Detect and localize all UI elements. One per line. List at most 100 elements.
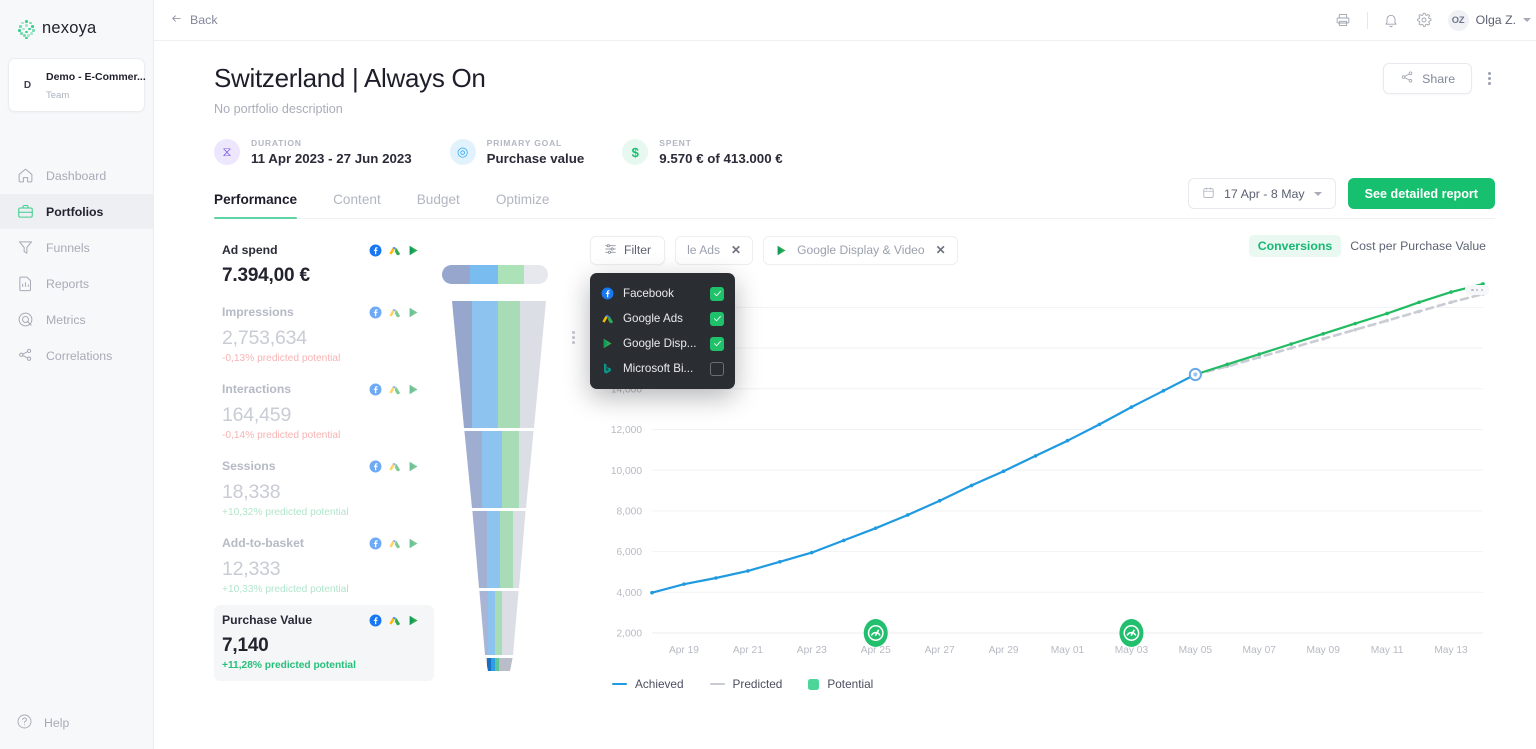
dropdown-item-facebook[interactable]: Facebook — [590, 281, 735, 306]
close-icon[interactable]: ✕ — [731, 243, 742, 257]
funnel-step-sessions[interactable]: Sessions 18,338 +10,32% predicted potent… — [214, 451, 434, 528]
dropdown-label: Google Ads — [623, 312, 683, 325]
help-button[interactable]: Help — [0, 709, 85, 737]
sidebar-item-portfolios[interactable]: Portfolios — [0, 194, 153, 229]
brand-logo[interactable]: nexoya — [0, 0, 153, 42]
svg-text:May 11: May 11 — [1371, 645, 1404, 656]
performance-content: Ad spend 7.394,00 € Impressions — [214, 235, 1495, 691]
funnel-step-interactions[interactable]: Interactions 164,459 -0,14% predicted po… — [214, 374, 434, 451]
filter-chip-google-display-video[interactable]: Google Display & Video ✕ — [763, 235, 958, 265]
checkbox-checked[interactable] — [710, 311, 724, 326]
sidebar-item-dashboard[interactable]: Dashboard — [0, 158, 153, 193]
svg-text:May 01: May 01 — [1051, 645, 1085, 656]
filter-chip-google-ads[interactable]: le Ads ✕ — [675, 235, 754, 265]
user-menu[interactable]: OZ Olga Z. — [1447, 9, 1531, 31]
google-display-icon — [409, 461, 418, 471]
funnel-chart[interactable] — [434, 235, 584, 691]
funnel-step-delta: +10,33% predicted potential — [222, 584, 349, 595]
google-ads-icon — [389, 616, 400, 625]
share-icon — [1400, 70, 1414, 87]
filter-button[interactable]: Filter — [590, 235, 666, 265]
target-icon: ◎ — [449, 139, 476, 165]
workspace-selector[interactable]: D Demo - E-Commer... Team — [8, 58, 146, 112]
svg-text:6,000: 6,000 — [617, 547, 643, 558]
chart-options-button[interactable] — [1465, 285, 1489, 296]
workspace-subtitle: Team — [46, 90, 70, 101]
tab-content[interactable]: Content — [333, 192, 381, 207]
svg-text:Apr 29: Apr 29 — [989, 645, 1019, 656]
provider-icons — [369, 383, 420, 396]
funnel-step-delta: +10,32% predicted potential — [222, 507, 349, 518]
funnel-step-label: Impressions — [222, 305, 294, 319]
sidebar-item-reports[interactable]: Reports — [0, 266, 153, 301]
funnel-step-purchase-value[interactable]: Purchase Value 7,140 +11,28% predicted p… — [214, 605, 434, 681]
date-range-value: 17 Apr - 8 May — [1224, 186, 1305, 201]
close-icon[interactable]: ✕ — [935, 243, 946, 257]
checkbox-checked[interactable] — [710, 336, 724, 351]
microsoft-bing-icon — [603, 363, 611, 374]
share-label: Share — [1422, 71, 1456, 86]
workspace-avatar: D — [23, 79, 32, 91]
funnel-step-value: 18,338 — [222, 481, 281, 503]
tab-budget[interactable]: Budget — [416, 192, 460, 207]
funnel-step-label: Ad spend — [222, 243, 278, 257]
sidebar-label-dashboard: Dashboard — [46, 168, 107, 183]
sidebar-label-portfolios: Portfolios — [46, 204, 104, 219]
dropdown-item-google-display[interactable]: Google Disp... — [590, 331, 735, 356]
funnel-step-ad-spend[interactable]: Ad spend 7.394,00 € — [214, 235, 434, 297]
dropdown-item-microsoft-bing[interactable]: Microsoft Bi... — [590, 356, 735, 381]
correlations-icon — [16, 346, 35, 365]
legend-swatch — [612, 682, 627, 686]
chip-label: le Ads — [687, 243, 721, 257]
sidebar-item-metrics[interactable]: Metrics — [0, 302, 153, 337]
gear-icon[interactable] — [1415, 11, 1434, 30]
meta-label-duration: DURATION — [251, 138, 302, 148]
see-detailed-report-button[interactable]: See detailed report — [1347, 178, 1495, 209]
funnel-options-button[interactable] — [572, 331, 575, 344]
dropdown-label: Microsoft Bi... — [623, 362, 694, 375]
back-button[interactable]: Back — [170, 12, 218, 28]
avatar: OZ — [1447, 9, 1469, 31]
funnel-step-delta: -0,13% predicted potential — [222, 353, 341, 364]
legend-predicted[interactable]: Predicted — [709, 677, 782, 691]
funnel-step-add-to-basket[interactable]: Add-to-basket 12,333 +10,33% predicted p… — [214, 528, 434, 605]
help-label: Help — [44, 716, 70, 730]
chip-label: Google Display & Video — [797, 243, 925, 257]
google-ads-icon — [389, 462, 400, 471]
provider-icons — [369, 306, 420, 319]
funnel-step-impressions[interactable]: Impressions 2,753,634 -0,13% predicted p… — [214, 297, 434, 374]
date-range-picker[interactable]: 17 Apr - 8 May — [1188, 178, 1336, 209]
chevron-down-icon — [1523, 18, 1531, 22]
tab-performance[interactable]: Performance — [214, 192, 315, 219]
print-icon[interactable] — [1334, 11, 1353, 30]
tab-optimize[interactable]: Optimize — [495, 192, 550, 207]
facebook-icon — [369, 244, 382, 256]
svg-text:2,000: 2,000 — [617, 629, 643, 640]
more-options-button[interactable] — [1484, 66, 1495, 91]
provider-icons — [369, 614, 420, 627]
funnel-icon — [16, 238, 35, 257]
chart-area[interactable]: 2,0004,0006,0008,00010,00012,00014,00016… — [590, 279, 1495, 671]
share-button[interactable]: Share — [1383, 63, 1473, 94]
funnel-shape — [442, 265, 548, 671]
svg-text:May 05: May 05 — [1179, 645, 1213, 656]
legend-achieved[interactable]: Achieved — [612, 677, 684, 691]
facebook-icon — [601, 287, 614, 300]
legend-potential[interactable]: Potential — [808, 677, 873, 691]
bell-icon[interactable] — [1382, 11, 1401, 30]
legend-label: Achieved — [635, 677, 684, 691]
user-name: Olga Z. — [1475, 13, 1516, 27]
filter-icon — [604, 242, 617, 258]
svg-text:4,000: 4,000 — [617, 588, 643, 599]
checkbox-unchecked[interactable] — [710, 361, 724, 376]
dropdown-item-google-ads[interactable]: Google Ads — [590, 306, 735, 331]
sidebar-item-correlations[interactable]: Correlations — [0, 338, 153, 373]
metric-toggle-cost-per-purchase[interactable]: Cost per Purchase Value — [1350, 239, 1486, 253]
funnel-step-value: 2,753,634 — [222, 327, 307, 349]
sidebar-label-funnels: Funnels — [46, 240, 90, 255]
sidebar-item-funnels[interactable]: Funnels — [0, 230, 153, 265]
metric-toggle-conversions[interactable]: Conversions — [1248, 235, 1342, 257]
main-area: Back OZ Olga Z. Switzerland | Always On … — [154, 0, 1536, 749]
top-bar: Back OZ Olga Z. — [154, 0, 1536, 41]
checkbox-checked[interactable] — [710, 286, 724, 301]
